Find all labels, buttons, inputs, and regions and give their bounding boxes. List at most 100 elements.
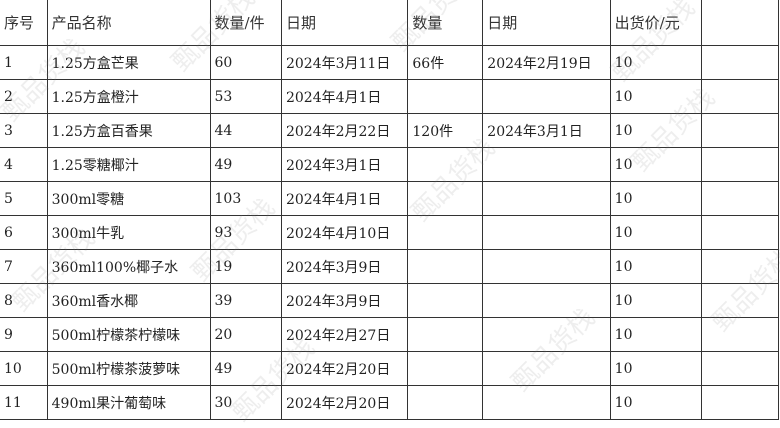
table-row: 3 1.25方盒百香果 44 2024年2月22日 120件 2024年3月1日 10	[0, 113, 780, 148]
cell-date[interactable]: 2024年4月10日	[280, 215, 409, 250]
cell-date-2[interactable]: 2024年2月19日	[482, 45, 611, 80]
cell-extra[interactable]	[700, 181, 780, 216]
cell-date-2[interactable]	[482, 215, 611, 250]
cell-product-name[interactable]: 360ml香水椰	[46, 283, 211, 318]
cell-product-name[interactable]: 1.25方盒橙汁	[46, 79, 211, 114]
table-row: 11 490ml果汁葡萄味 30 2024年2月20日 10	[0, 385, 780, 420]
cell-date[interactable]: 2024年4月1日	[280, 79, 409, 114]
cell-date-2[interactable]	[482, 351, 611, 386]
cell-index[interactable]: 10	[0, 351, 48, 386]
cell-index[interactable]: 8	[0, 283, 48, 318]
cell-date[interactable]: 2024年2月27日	[280, 317, 409, 352]
cell-date[interactable]: 2024年3月9日	[280, 249, 409, 284]
cell-product-name[interactable]: 500ml柠檬茶柠檬味	[46, 317, 211, 352]
cell-product-name[interactable]: 360ml100%椰子水	[46, 249, 211, 284]
cell-price[interactable]: 10	[609, 215, 702, 250]
cell-quantity-2[interactable]	[407, 351, 484, 386]
cell-quantity-2[interactable]	[407, 283, 484, 318]
cell-index[interactable]: 3	[0, 113, 48, 148]
cell-price[interactable]: 10	[609, 147, 702, 182]
cell-date-2[interactable]	[482, 317, 611, 352]
cell-date[interactable]: 2024年3月11日	[280, 45, 409, 80]
cell-index[interactable]: 6	[0, 215, 48, 250]
cell-price[interactable]: 出货价/元	[609, 0, 702, 46]
cell-quantity[interactable]: 44	[209, 113, 282, 148]
cell-quantity-2[interactable]	[407, 215, 484, 250]
cell-quantity[interactable]: 103	[209, 181, 282, 216]
cell-quantity-2[interactable]	[407, 181, 484, 216]
cell-date-2[interactable]	[482, 181, 611, 216]
cell-quantity-2[interactable]	[407, 79, 484, 114]
cell-extra[interactable]	[700, 79, 780, 114]
cell-price[interactable]: 10	[609, 181, 702, 216]
cell-price[interactable]: 10	[609, 351, 702, 386]
cell-product-name[interactable]: 490ml果汁葡萄味	[46, 385, 211, 420]
cell-price[interactable]: 10	[609, 249, 702, 284]
cell-quantity[interactable]: 49	[209, 351, 282, 386]
cell-price[interactable]: 10	[609, 113, 702, 148]
cell-index[interactable]: 5	[0, 181, 48, 216]
cell-extra[interactable]	[700, 283, 780, 318]
cell-date-2[interactable]	[482, 283, 611, 318]
cell-date-2[interactable]	[482, 79, 611, 114]
cell-extra[interactable]	[700, 0, 780, 46]
cell-date[interactable]: 日期	[280, 0, 409, 46]
cell-price[interactable]: 10	[609, 283, 702, 318]
table-row: 6 300ml牛乳 93 2024年4月10日 10	[0, 215, 780, 250]
cell-quantity-2[interactable]: 120件	[407, 113, 484, 148]
cell-index[interactable]: 7	[0, 249, 48, 284]
cell-product-name[interactable]: 1.25零糖椰汁	[46, 147, 211, 182]
cell-index[interactable]: 1	[0, 45, 48, 80]
cell-product-name[interactable]: 1.25方盒芒果	[46, 45, 211, 80]
table-row: 9 500ml柠檬茶柠檬味 20 2024年2月27日 10	[0, 317, 780, 352]
cell-extra[interactable]	[700, 147, 780, 182]
cell-price[interactable]: 10	[609, 385, 702, 420]
cell-price[interactable]: 10	[609, 317, 702, 352]
cell-quantity[interactable]: 数量/件	[209, 0, 282, 46]
cell-date-2[interactable]	[482, 385, 611, 420]
cell-quantity[interactable]: 30	[209, 385, 282, 420]
cell-date[interactable]: 2024年3月9日	[280, 283, 409, 318]
cell-quantity-2[interactable]	[407, 249, 484, 284]
cell-quantity[interactable]: 49	[209, 147, 282, 182]
cell-quantity-2[interactable]: 数量	[407, 0, 484, 46]
cell-quantity-2[interactable]	[407, 385, 484, 420]
cell-price[interactable]: 10	[609, 45, 702, 80]
cell-date-2[interactable]: 日期	[482, 0, 611, 46]
cell-date-2[interactable]	[482, 249, 611, 284]
cell-index[interactable]: 9	[0, 317, 48, 352]
cell-date[interactable]: 2024年2月20日	[280, 385, 409, 420]
cell-extra[interactable]	[700, 215, 780, 250]
cell-date-2[interactable]	[482, 147, 611, 182]
cell-index[interactable]: 序号	[0, 0, 48, 46]
cell-extra[interactable]	[700, 317, 780, 352]
cell-date[interactable]: 2024年4月1日	[280, 181, 409, 216]
cell-quantity[interactable]: 93	[209, 215, 282, 250]
cell-quantity[interactable]: 39	[209, 283, 282, 318]
cell-date-2[interactable]: 2024年3月1日	[482, 113, 611, 148]
cell-index[interactable]: 2	[0, 79, 48, 114]
cell-extra[interactable]	[700, 113, 780, 148]
cell-extra[interactable]	[700, 249, 780, 284]
cell-quantity-2[interactable]	[407, 147, 484, 182]
cell-extra[interactable]	[700, 351, 780, 386]
cell-quantity[interactable]: 19	[209, 249, 282, 284]
cell-date[interactable]: 2024年2月20日	[280, 351, 409, 386]
cell-product-name[interactable]: 500ml柠檬茶菠萝味	[46, 351, 211, 386]
cell-quantity-2[interactable]	[407, 317, 484, 352]
cell-quantity-2[interactable]: 66件	[407, 45, 484, 80]
cell-product-name[interactable]: 1.25方盒百香果	[46, 113, 211, 148]
cell-quantity[interactable]: 60	[209, 45, 282, 80]
cell-extra[interactable]	[700, 45, 780, 80]
cell-date[interactable]: 2024年3月1日	[280, 147, 409, 182]
cell-price[interactable]: 10	[609, 79, 702, 114]
cell-index[interactable]: 4	[0, 147, 48, 182]
cell-index[interactable]: 11	[0, 385, 48, 420]
cell-product-name[interactable]: 产品名称	[46, 0, 211, 46]
cell-extra[interactable]	[700, 385, 780, 420]
cell-product-name[interactable]: 300ml牛乳	[46, 215, 211, 250]
cell-quantity[interactable]: 20	[209, 317, 282, 352]
cell-product-name[interactable]: 300ml零糖	[46, 181, 211, 216]
cell-date[interactable]: 2024年2月22日	[280, 113, 409, 148]
cell-quantity[interactable]: 53	[209, 79, 282, 114]
